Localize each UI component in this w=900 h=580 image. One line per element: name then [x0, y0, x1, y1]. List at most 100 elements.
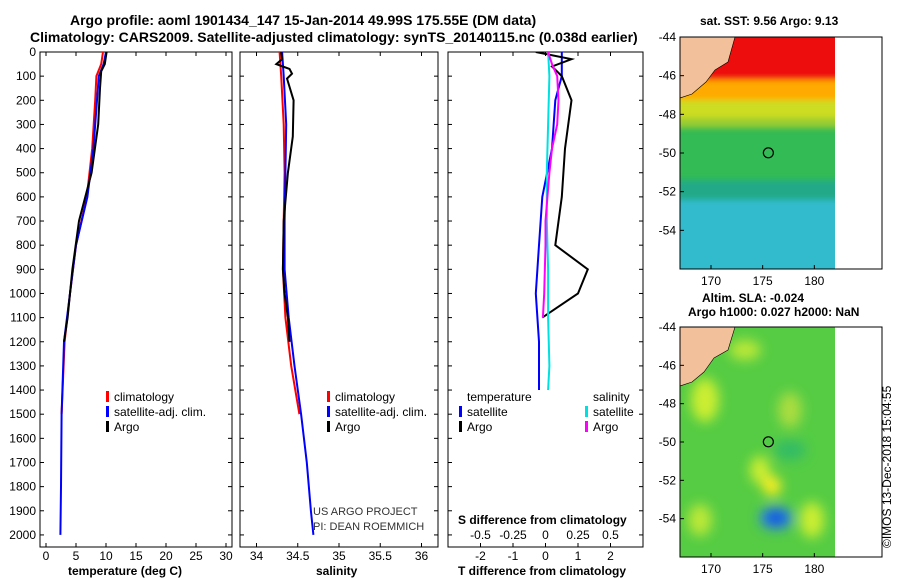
sla-map-title: Altim. SLA: -0.024 [702, 291, 804, 305]
depth-tick-label: 1100 [10, 311, 36, 325]
sla-low-1 [774, 440, 806, 460]
depth-tick-label: 200 [16, 93, 36, 107]
legend-swatch-climatology [106, 391, 109, 402]
legend-swatch-argo [106, 421, 109, 432]
header-subtitle: Climatology: CARS2009. Satellite-adjuste… [30, 29, 638, 45]
salinity-xlabel: salinity [316, 564, 358, 578]
legend-swatch-satellite [327, 406, 330, 417]
depth-tick-label: 1500 [9, 407, 36, 421]
depth-tick-label: 600 [16, 190, 36, 204]
depth-tick-label: 2000 [9, 528, 36, 542]
depth-tick-label: 400 [16, 142, 36, 156]
sla-no-data [835, 327, 875, 557]
depth-tick-label: 900 [16, 262, 36, 276]
legend-title-salinity: salinity [593, 390, 630, 404]
depth-tick-label: 1400 [9, 383, 36, 397]
series-line-argo [274, 52, 295, 342]
x-tick-label: 35.5 [369, 549, 393, 563]
sst-map-title: sat. SST: 9.56 Argo: 9.13 [700, 14, 839, 28]
series-line-s-satellite [545, 52, 551, 391]
series-line-s-argo [541, 52, 560, 318]
series-line-t-satellite [534, 52, 563, 390]
legend-swatch-s-argo [585, 421, 588, 432]
header-title: Argo profile: aoml 1901434_147 15-Jan-20… [70, 12, 536, 28]
map-lon-label: 170 [701, 274, 721, 288]
depth-tick-label: 500 [16, 166, 36, 180]
sst-argo-marker [762, 147, 774, 159]
map-lon-label: 170 [701, 562, 721, 576]
s-tick-label: 0.5 [602, 528, 619, 542]
legend-label: climatology [335, 390, 395, 404]
legend-label: satellite-adj. clim. [114, 405, 206, 419]
depth-tick-label: 700 [16, 214, 36, 228]
depth-tick-label: 100 [16, 69, 36, 83]
difference-panel [447, 51, 644, 548]
x-tick-label: 36 [415, 549, 429, 563]
x-tick-label: 34 [250, 549, 264, 563]
salinity-legend: climatology satellite-adj. clim. Argo [327, 390, 427, 434]
sla-map [680, 327, 875, 557]
t-tick-label: -2 [475, 549, 486, 563]
legend-label: satellite-adj. clim. [335, 405, 427, 419]
map-lon-label: 175 [753, 562, 773, 576]
legend-swatch-t-satellite [459, 406, 462, 417]
t-tick-label: 2 [607, 549, 614, 563]
temperature-legend: climatology satellite-adj. clim. Argo [106, 390, 206, 434]
x-tick-label: 0 [43, 549, 50, 563]
legend-swatch-t-argo [459, 421, 462, 432]
depth-axis: 0 100 200 300 400 500 600 700 800 900 1000 1100 1200… [9, 45, 36, 542]
legend-title-temperature: temperature [467, 390, 532, 404]
sst-map [680, 37, 835, 269]
difference-legend: temperature satellite Argo salinity sate… [459, 390, 634, 434]
series-line-satellite-adj-clim- [281, 52, 315, 536]
map-lat-label: -52 [659, 185, 677, 199]
depth-tick-label: 800 [16, 238, 36, 252]
sla-high-5 [763, 476, 781, 496]
map-lon-label: 180 [804, 562, 824, 576]
legend-label: Argo [593, 420, 619, 434]
sst-cold-band [680, 200, 835, 269]
map-lat-label: -48 [659, 107, 677, 121]
temperature-plot [59, 52, 108, 535]
sla-high-7 [800, 502, 824, 538]
depth-tick-label: 300 [16, 117, 36, 131]
s-tick-label: -0.25 [499, 528, 527, 542]
x-tick-label: 30 [219, 549, 233, 563]
sla-anomalies [688, 340, 824, 538]
legend-label: Argo [335, 420, 361, 434]
x-tick-label: 34.5 [286, 549, 310, 563]
legend-label: Argo [467, 420, 493, 434]
x-tick-label: 35 [332, 549, 346, 563]
s-tick-label: 0 [542, 528, 549, 542]
map-lon-label: 175 [753, 274, 773, 288]
t-tick-label: 1 [575, 549, 582, 563]
salinity-panel [239, 51, 439, 548]
map-lat-label: -50 [659, 435, 677, 449]
map-axes: 170 175 180 -44 -46 -48 -50 -52 -54 170 175 180 -44 -… [659, 30, 825, 576]
map-lat-label: -52 [659, 473, 677, 487]
map-lat-label: -44 [659, 30, 677, 44]
sla-high-3 [778, 392, 802, 428]
project-credit: US ARGO PROJECT [313, 506, 418, 518]
map-lat-label: -50 [659, 146, 677, 160]
sla-high-2 [729, 340, 761, 360]
series-line-t-argo [535, 52, 590, 319]
x-tick-label: 25 [189, 549, 203, 563]
depth-tick-label: 1200 [9, 335, 36, 349]
difference-plot [534, 52, 590, 391]
legend-swatch-satellite [106, 406, 109, 417]
map-lat-label: -44 [659, 320, 677, 334]
legend-swatch-s-satellite [585, 406, 588, 417]
map-lat-label: -46 [659, 69, 677, 83]
legend-label: Argo [114, 420, 140, 434]
sla-high-6 [688, 504, 712, 536]
sla-map-subtitle: Argo h1000: 0.027 h2000: NaN [688, 305, 859, 319]
x-tick-label: 10 [99, 549, 113, 563]
map-lat-label: -54 [659, 223, 677, 237]
temperature-xlabel: temperature (deg C) [68, 564, 182, 578]
sla-high-4 [750, 456, 770, 484]
depth-tick-label: 1300 [9, 359, 36, 373]
sla-argo-marker [762, 436, 774, 448]
s-tick-label: 0.25 [566, 528, 590, 542]
